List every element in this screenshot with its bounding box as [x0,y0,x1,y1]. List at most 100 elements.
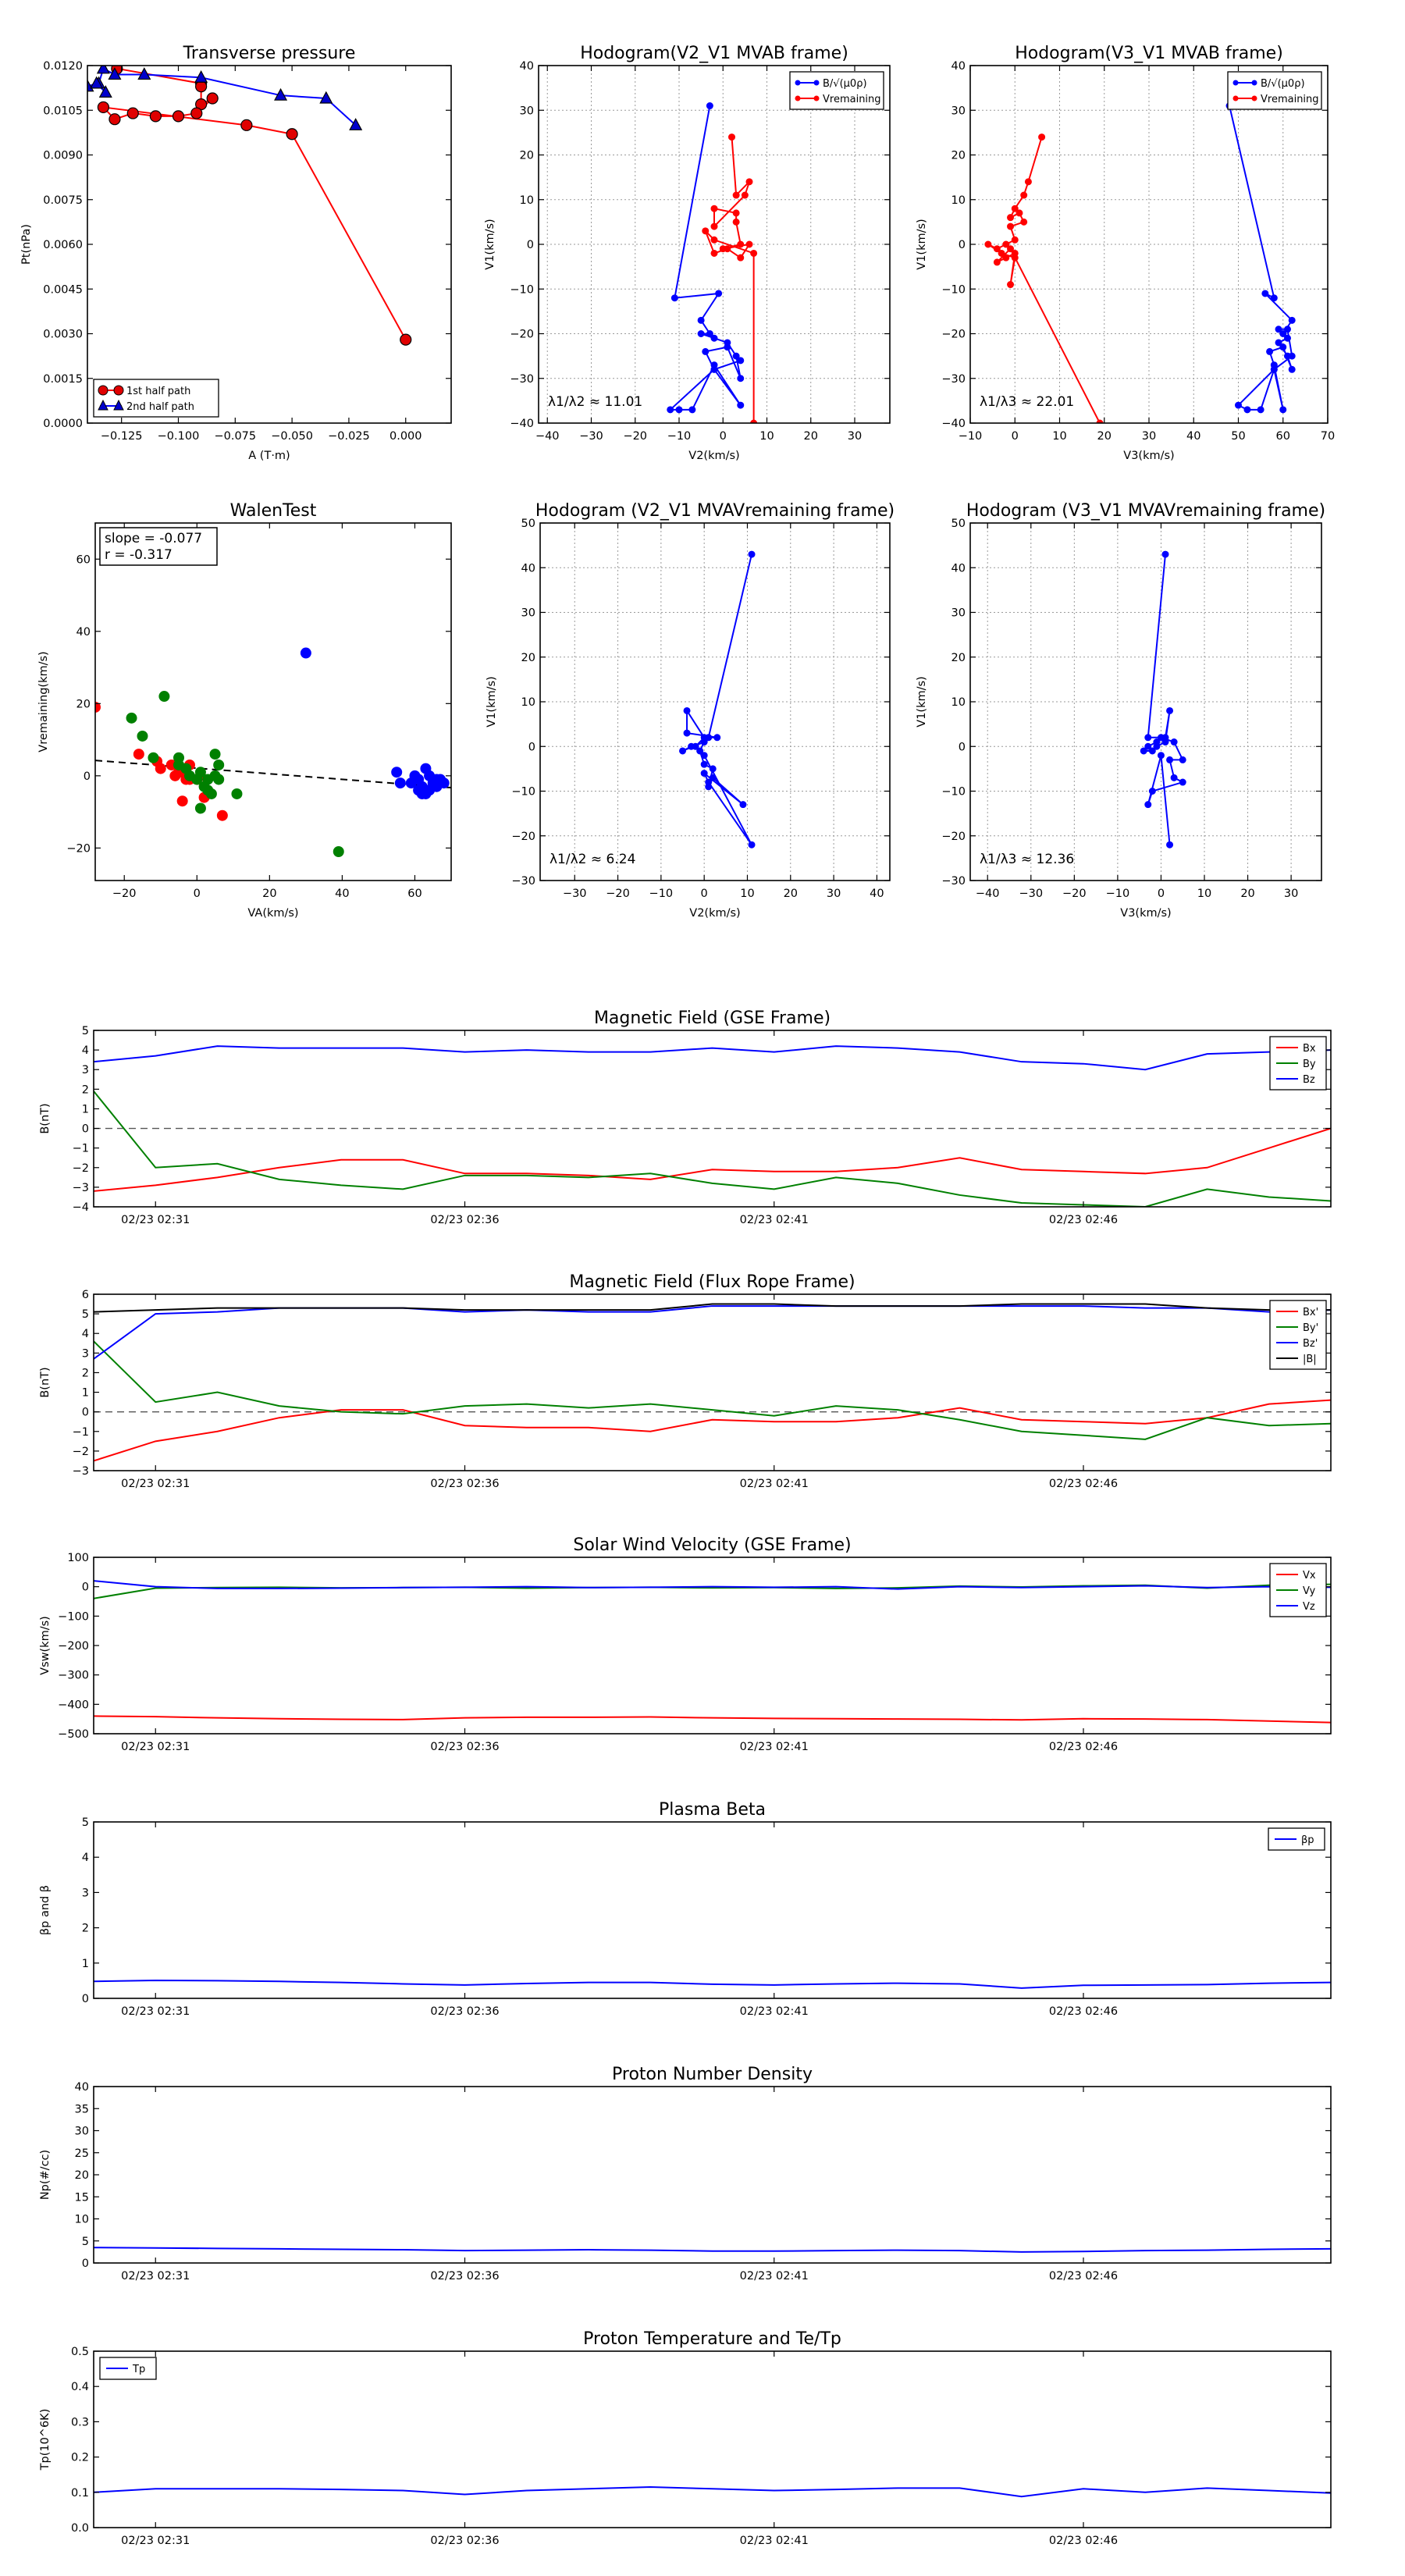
y-axis-label: βp and β [39,1885,52,1935]
data-point [349,118,363,130]
chart-title: Proton Temperature and Te/Tp [583,2329,841,2349]
series-line [94,1979,1331,1989]
x-tick-label: 02/23 02:46 [1049,2005,1118,2018]
data-point [240,119,253,131]
data-point [333,845,344,857]
chart-hodo3: −30 −20 −10 0 10 20 30 40 −30 −20 −10 0 10 20 30 40 50Ho… [486,501,895,920]
series-line [94,1580,1331,1590]
y-tick-label: −30 [941,373,966,386]
x-tick-label: 02/23 02:41 [740,1741,809,1753]
data-point [97,101,109,114]
data-point [741,191,749,199]
legend-label: Bx [1303,1043,1316,1055]
x-tick-label: 20 [1240,888,1254,900]
y-tick-label: 0.0090 [43,150,83,162]
legend-label: Vx [1303,1570,1316,1582]
x-tick-label: 02/23 02:46 [1049,2270,1118,2282]
y-axis-label: B(nT) [39,1103,52,1133]
x-tick-label: 02/23 02:31 [121,1741,190,1753]
y-tick-label: 20 [951,150,966,162]
data-point [748,550,756,558]
x-tick-label: −40 [976,888,1000,900]
data-point [724,343,731,351]
data-point [1140,747,1147,755]
x-tick-label: 0 [701,888,708,900]
data-point [700,738,708,746]
y-tick-label: 3 [82,1064,89,1076]
chart-walen: −20 0 20 40 60 −20 0 20 40 60 WalenTest VA(km/s) Vre… [37,501,452,920]
y-tick-label: 0.1 [71,2487,89,2500]
y-axis-label: Pt(nPa) [20,224,33,265]
x-tick-label: −0.075 [214,430,256,443]
data-point [706,102,713,110]
x-tick-label: −30 [1019,888,1043,900]
y-tick-label: 20 [951,652,966,664]
data-point [1275,326,1282,333]
data-point [702,347,710,355]
chart-mag_fr: 02/23 02:31 02/23 02:36 02/23 02:41 02/23 0… [39,1272,1332,1490]
y-tick-label: 0.0015 [43,373,83,386]
chart-title: Hodogram (V2_V1 MVAVremaining frame) [535,501,895,521]
x-tick-label: 02/23 02:31 [121,1478,190,1490]
series-line [94,1340,1331,1440]
y-tick-label: −100 [58,1610,89,1623]
x-tick-label: 02/23 02:31 [121,2005,190,2018]
y-tick-label: −30 [510,373,534,386]
x-tick-label: 0.000 [389,430,422,443]
data-point [1288,352,1296,360]
legend-marker [113,399,124,411]
data-point [231,788,243,799]
series-line [94,2247,1331,2253]
series-line [94,1045,1331,1071]
x-axis-label: VA(km/s) [247,907,298,920]
plot-area [94,1303,1331,1462]
data-point [750,419,758,423]
data-point [683,706,691,714]
x-tick-label: −30 [563,888,587,900]
data-point [1179,778,1186,786]
data-point [1011,236,1019,244]
chart-title: Solar Wind Velocity (GSE Frame) [573,1535,851,1555]
data-point [710,222,718,230]
data-point [1279,343,1287,351]
data-point [1170,738,1178,746]
axes-frame [93,1821,1332,1999]
y-tick-label: 0.0105 [43,105,83,117]
data-point [732,218,740,226]
data-point [1157,734,1165,742]
chart-tp: −0.125 −0.100 −0.075 −0.050 −0.025 0.000 0.000… [20,44,452,462]
stats-text: slope = -0.077 [105,531,202,546]
x-tick-label: 20 [262,888,276,900]
data-point [1235,401,1242,409]
data-point [1007,222,1015,230]
legend-label: By [1303,1059,1316,1070]
x-tick-label: −20 [112,888,137,900]
legend: Tp [99,2357,157,2380]
data-point [108,113,121,126]
data-point [697,330,705,337]
data-point [737,357,745,365]
stats-box [99,527,218,566]
x-tick-label: 20 [804,430,818,443]
data-point [700,760,708,768]
y-tick-label: 0 [527,239,534,251]
data-point [126,107,139,119]
legend-marker [113,385,124,396]
data-point [1002,240,1010,248]
x-tick-label: 02/23 02:31 [121,2535,190,2547]
data-point [137,67,151,80]
legend-marker [813,80,820,86]
x-tick-label: 02/23 02:41 [740,2270,809,2282]
series-line [668,105,742,411]
data-point [1020,191,1028,199]
data-point [1270,294,1278,302]
x-tick-label: 02/23 02:41 [740,2005,809,2018]
y-tick-label: 2 [82,1923,89,1935]
y-tick-label: −40 [510,418,534,430]
data-point [133,749,144,760]
data-point [126,712,137,724]
y-tick-label: 10 [520,194,534,207]
data-point [190,107,203,119]
plot-area [94,2247,1331,2253]
plot-area [94,1580,1331,1724]
